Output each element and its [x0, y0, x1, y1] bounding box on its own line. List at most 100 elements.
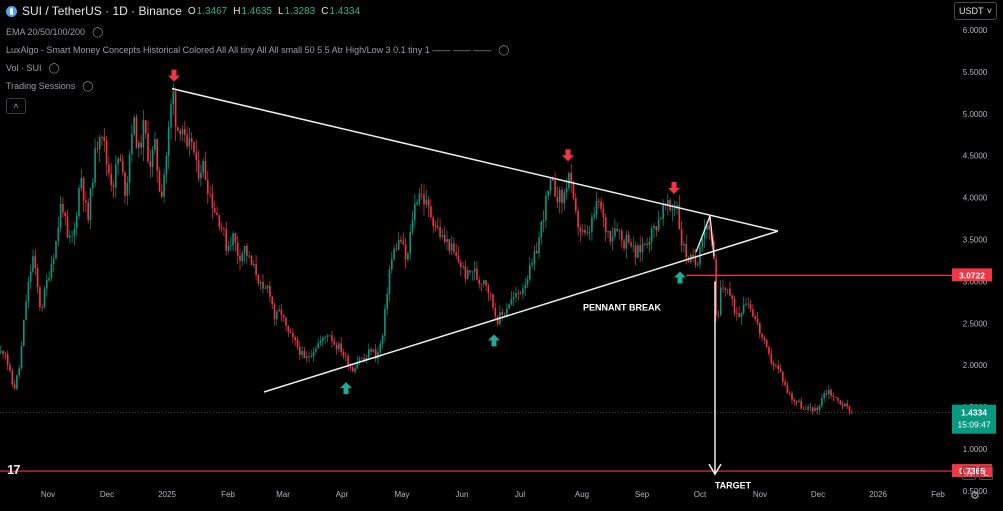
candle-body [170, 104, 172, 128]
candle-body [282, 315, 285, 318]
candle-body [356, 361, 359, 369]
candle-body [602, 209, 605, 218]
candle-body [795, 401, 798, 403]
candle-body [641, 244, 644, 253]
candle-body [112, 185, 115, 188]
candle-body [485, 280, 487, 286]
candle-body [811, 407, 814, 412]
eye-off-icon[interactable]: ◯ [82, 80, 94, 92]
ohlc-low-key: L [278, 5, 284, 17]
candle-body [427, 199, 430, 207]
candle-body [657, 219, 660, 231]
candle-body [248, 255, 250, 257]
eye-off-icon[interactable]: ◯ [92, 26, 104, 38]
indicator-ema[interactable]: EMA 20/50/100/200 ◯ [6, 23, 509, 41]
auto-scale-button[interactable]: A [962, 466, 976, 480]
candle-body [650, 227, 653, 242]
candle-body [731, 295, 733, 299]
candle-body [207, 180, 209, 194]
candle-body [586, 232, 589, 234]
candle-body [749, 304, 752, 310]
chevron-up-icon: ˄ [13, 101, 19, 111]
candle-body [506, 308, 508, 315]
gear-icon[interactable]: ⚙ [970, 490, 980, 502]
candle-body [172, 91, 175, 105]
candle-body [466, 270, 469, 279]
candle-body [259, 281, 262, 284]
candle-body [6, 354, 9, 365]
candle-body [117, 158, 119, 165]
candle-body [266, 285, 269, 288]
tradingview-logo[interactable]: 17 [7, 462, 21, 477]
currency-label: USDT [959, 6, 984, 16]
candle-body [128, 154, 131, 183]
candle-body [832, 395, 835, 398]
candle-body [798, 400, 800, 403]
candle-body [103, 137, 106, 141]
ohlc-high-key: H [233, 5, 241, 17]
candle-body [441, 235, 444, 238]
candle-body [368, 349, 370, 358]
candle-body [625, 234, 628, 249]
candle-body [575, 198, 577, 211]
time-tick-label: 2026 [869, 490, 887, 499]
indicator-sessions-label[interactable]: Trading Sessions [6, 81, 76, 91]
log-scale-button[interactable]: L [979, 466, 993, 480]
indicator-volume[interactable]: Vol · SUI ◯ [6, 59, 509, 77]
price-tick-label: 6.0000 [963, 26, 988, 35]
candle-body [455, 252, 457, 256]
currency-select[interactable]: USDT ˅ [954, 2, 997, 20]
symbol-title[interactable]: SUI / TetherUS · 1D · Binance [22, 4, 182, 18]
indicator-ema-label[interactable]: EMA 20/50/100/200 [6, 27, 86, 37]
candle-body [333, 341, 336, 345]
time-tick-label: Nov [753, 490, 767, 499]
candle-body [423, 194, 425, 205]
candle-body [402, 241, 405, 245]
candle-body [142, 120, 145, 148]
candle-body [202, 161, 204, 173]
candle-body [696, 264, 699, 266]
candle-body [618, 230, 621, 232]
indicator-sessions[interactable]: Trading Sessions ◯ [6, 77, 509, 95]
price-tick-label: 4.5000 [963, 152, 988, 161]
candle-body [161, 191, 163, 197]
collapse-legend-button[interactable]: ˄ [6, 98, 26, 114]
candle-body [386, 294, 388, 309]
candle-body [257, 275, 260, 284]
candle-body [745, 303, 747, 305]
candle-body [404, 244, 407, 260]
indicator-luxalgo[interactable]: LuxAlgo - Smart Money Concepts Historica… [6, 41, 509, 59]
candle-body [407, 253, 409, 260]
eye-off-icon[interactable]: ◯ [498, 44, 510, 56]
candle-body [556, 196, 559, 203]
candle-body [563, 192, 566, 204]
candle-body [209, 193, 211, 195]
candle-body [443, 235, 446, 243]
eye-off-icon[interactable]: ◯ [48, 62, 60, 74]
indicator-volume-label[interactable]: Vol · SUI [6, 63, 42, 73]
candle-body [526, 279, 529, 286]
candle-body [568, 173, 570, 189]
candle-body [793, 399, 796, 402]
candle-body [742, 304, 745, 314]
candle-body [234, 233, 237, 243]
candle-body [828, 389, 830, 395]
candle-body [414, 204, 416, 221]
candle-body [786, 385, 789, 393]
ohlc-high-value: 1.4635 [241, 5, 273, 17]
target-level-value: 0.7365 [959, 466, 985, 476]
time-tick-label: Aug [575, 490, 589, 499]
breakout-stroke [695, 215, 715, 257]
candle-body [533, 251, 536, 263]
candle-body [278, 309, 280, 312]
candle-body [335, 344, 338, 350]
candle-body [816, 407, 819, 411]
candle-body [600, 201, 602, 210]
candle-body [0, 351, 2, 353]
candle-body [782, 371, 784, 382]
candle-body [347, 356, 349, 367]
indicator-luxalgo-label[interactable]: LuxAlgo - Smart Money Concepts Historica… [6, 45, 492, 55]
